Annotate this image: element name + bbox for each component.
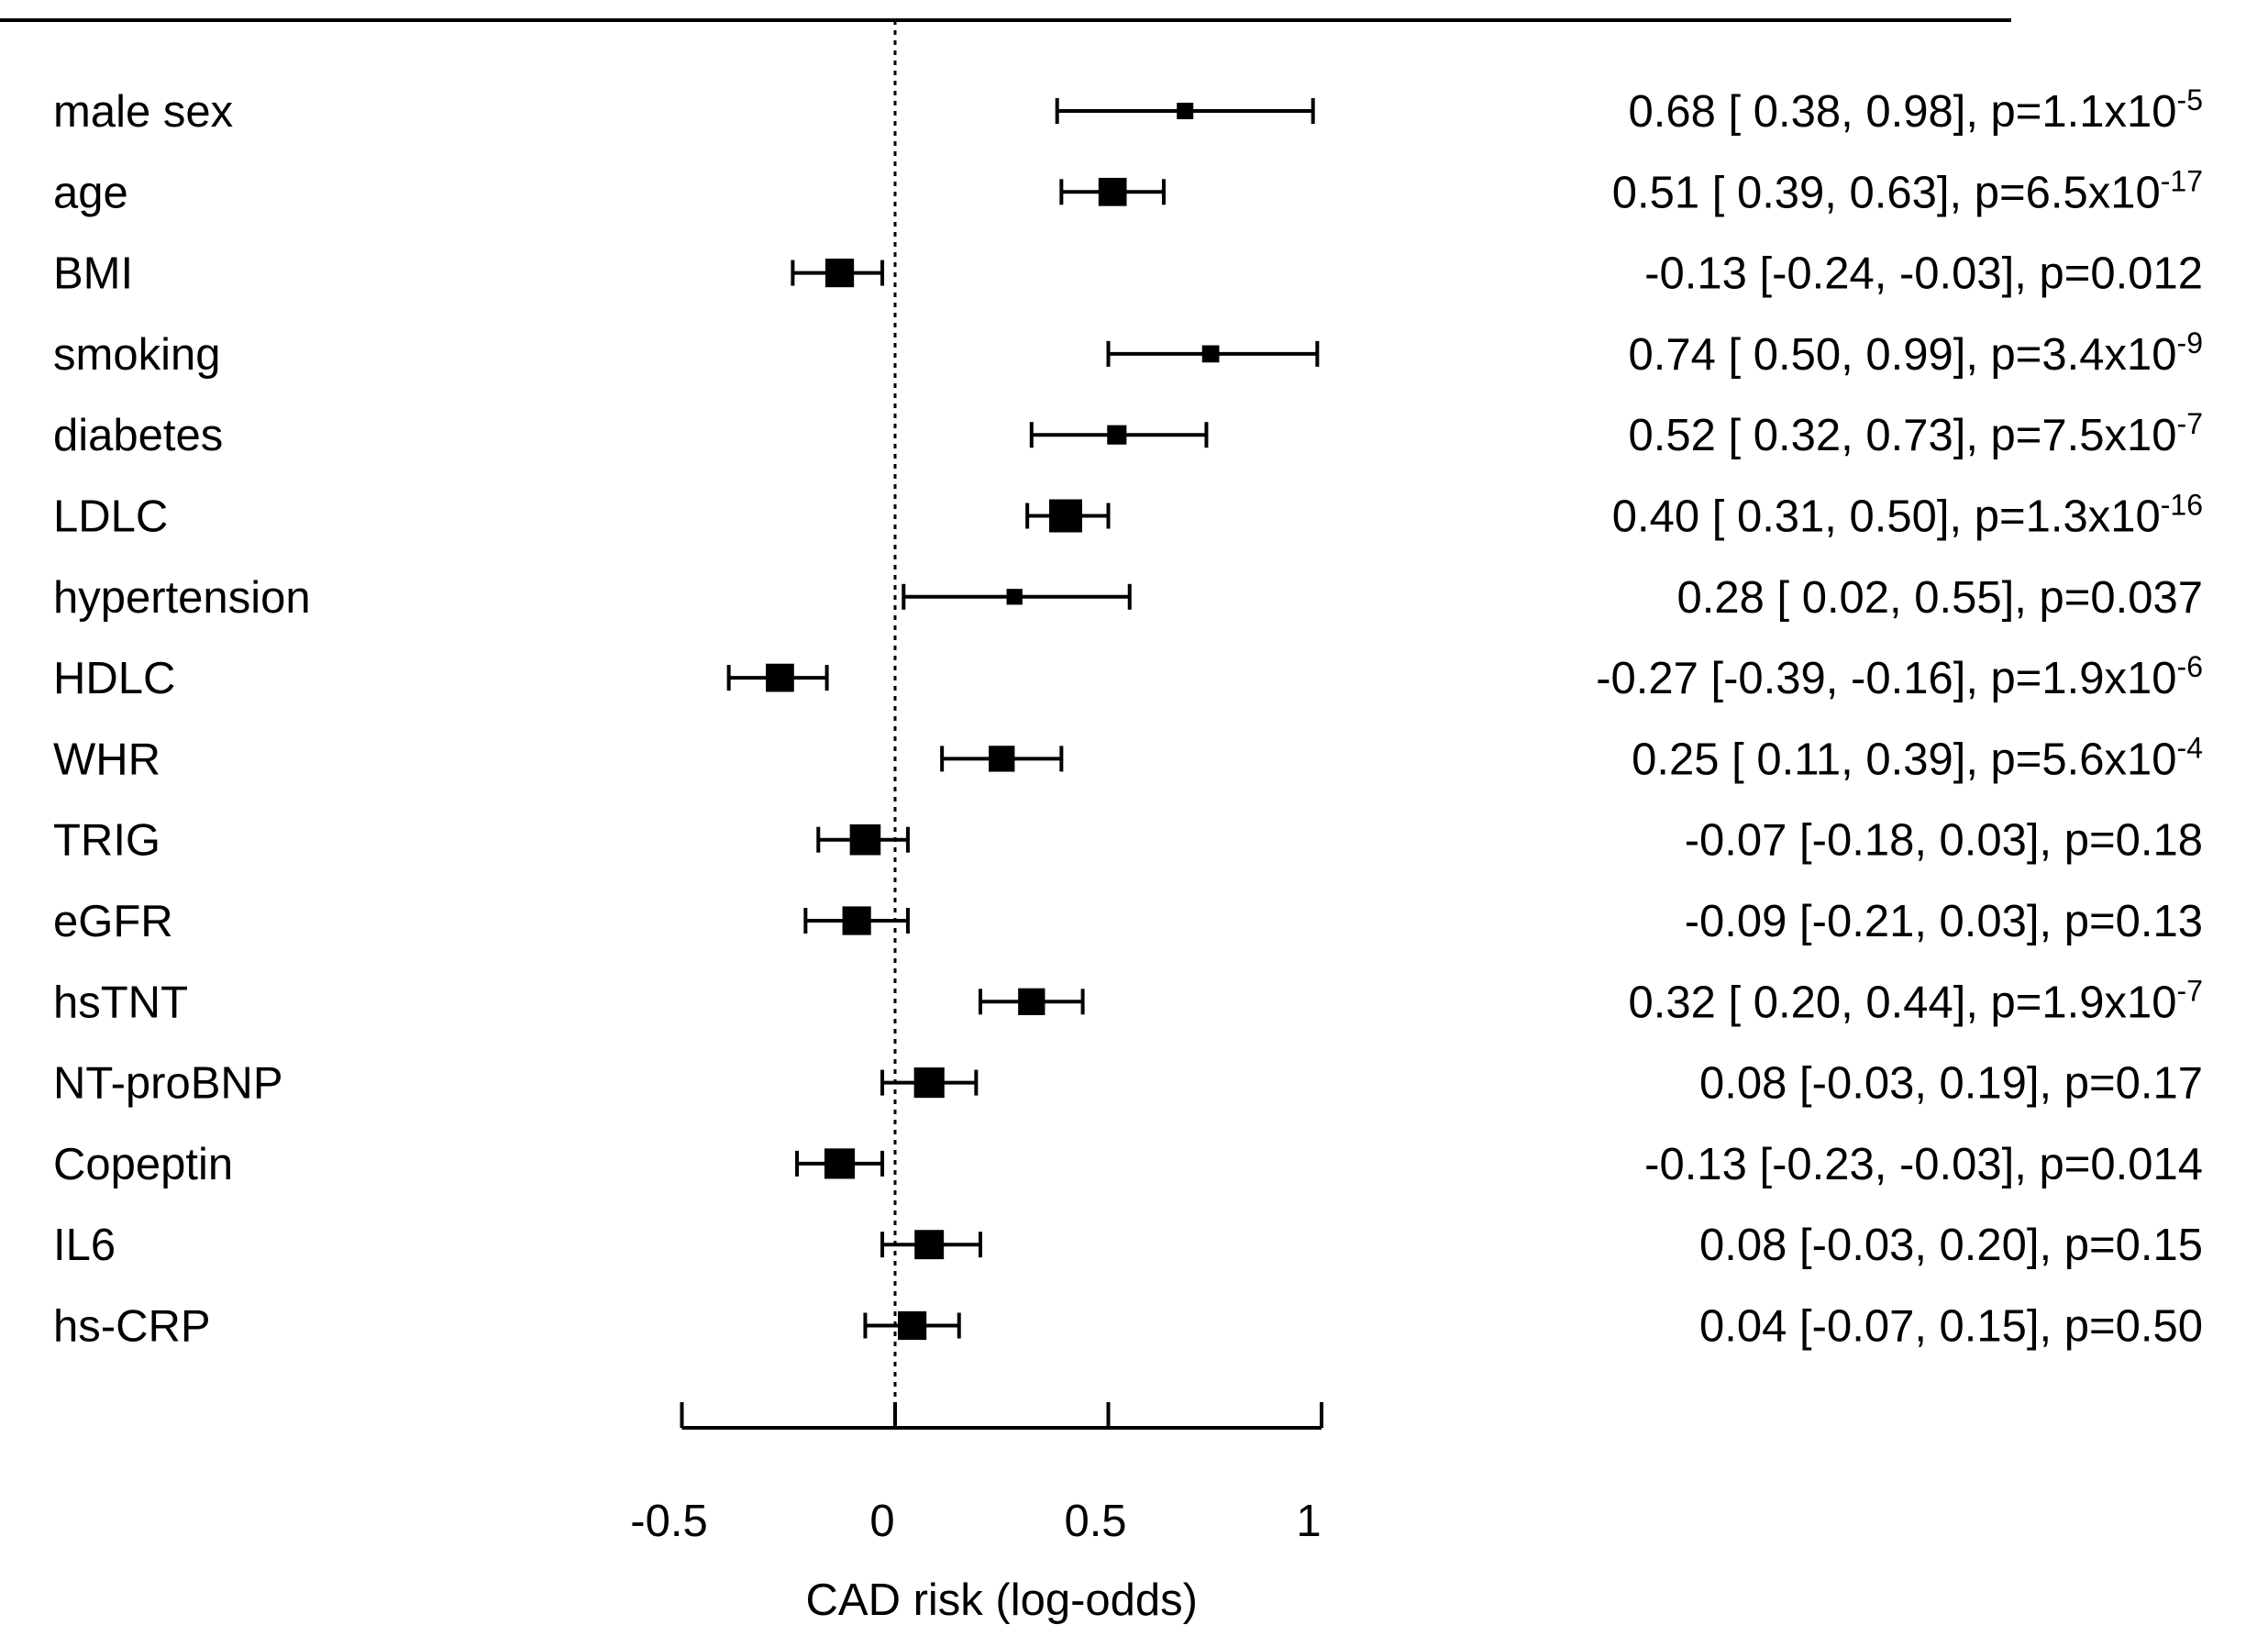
stat-text: 0.25 [ 0.11, 0.39], p=5.6x10 [1632,735,2176,784]
point-estimate-marker [766,663,794,692]
row-label: hs-CRP [53,1302,211,1352]
forest-row: hsTNT 0.32 [ 0.20, 0.44], p=1.9x10-7 [53,974,2203,1027]
p-exponent: -16 [2161,489,2203,522]
point-estimate-marker [1049,499,1082,533]
point-estimate-marker [1098,177,1127,206]
p-exponent: -7 [2177,407,2203,440]
row-statistic: -0.13 [-0.23, -0.03], p=0.014 [1644,1140,2203,1189]
stat-text: 0.08 [-0.03, 0.19], p=0.17 [1699,1059,2203,1109]
row-statistic: 0.74 [ 0.50, 0.99], p=3.4x10-9 [1629,326,2203,380]
point-estimate-marker [914,1230,945,1260]
point-estimate-marker [913,1067,945,1099]
point-estimate-marker [824,259,855,288]
point-estimate-marker [824,1148,856,1179]
forest-row: Copeptin -0.13 [-0.23, -0.03], p=0.014 [53,1140,2203,1189]
row-statistic: 0.51 [ 0.39, 0.63], p=6.5x10-17 [1612,164,2203,217]
x-axis-ticks: -0.5 0 0.5 1 [630,1402,1323,1546]
row-statistic: -0.27 [-0.39, -0.16], p=1.9x10-6 [1596,650,2203,703]
row-label: male sex [53,87,233,137]
row-statistic: -0.09 [-0.21, 0.03], p=0.13 [1685,897,2203,946]
point-estimate-marker [989,746,1015,772]
row-label: eGFR [53,897,173,946]
forest-row: smoking 0.74 [ 0.50, 0.99], p=3.4x10-9 [53,326,2203,380]
row-statistic: 0.52 [ 0.32, 0.73], p=7.5x10-7 [1629,407,2203,460]
row-label: hsTNT [53,978,188,1027]
point-estimate-marker [842,906,871,935]
stat-text: -0.09 [-0.21, 0.03], p=0.13 [1685,897,2203,946]
stat-text: 0.74 [ 0.50, 0.99], p=3.4x10 [1629,330,2177,380]
row-label: TRIG [53,816,160,866]
x-tick-label: -0.5 [630,1497,707,1546]
x-tick-label: 0.5 [1064,1497,1126,1546]
forest-row: eGFR -0.09 [-0.21, 0.03], p=0.13 [53,897,2203,946]
row-label: hypertension [53,573,311,623]
point-estimate-marker [1018,988,1045,1015]
stat-text: 0.52 [ 0.32, 0.73], p=7.5x10 [1629,411,2177,460]
forest-rows: male sex 0.68 [ 0.38, 0.98], p=1.1x10-5 ag… [53,83,2203,1352]
x-axis-title: CAD risk (log-odds) [806,1575,1198,1625]
row-label: NT-proBNP [53,1059,283,1109]
row-label: Copeptin [53,1140,233,1189]
p-exponent: -17 [2161,164,2203,197]
stat-text: 0.32 [ 0.20, 0.44], p=1.9x10 [1629,978,2177,1027]
p-exponent: -7 [2177,974,2203,1007]
row-label: IL6 [53,1221,116,1270]
forest-row: hs-CRP 0.04 [-0.07, 0.15], p=0.50 [53,1302,2203,1352]
row-label: age [53,168,128,217]
p-exponent: -6 [2177,650,2203,683]
point-estimate-marker [1177,103,1194,119]
p-exponent: -9 [2177,326,2203,359]
row-statistic: 0.68 [ 0.38, 0.98], p=1.1x10-5 [1629,83,2203,137]
x-tick-label: 1 [1296,1497,1321,1546]
row-label: WHR [53,735,160,784]
forest-row: male sex 0.68 [ 0.38, 0.98], p=1.1x10-5 [53,83,2203,137]
row-statistic: 0.08 [-0.03, 0.20], p=0.15 [1699,1221,2203,1270]
stat-text: 0.51 [ 0.39, 0.63], p=6.5x10 [1612,168,2161,217]
stat-text: -0.07 [-0.18, 0.03], p=0.18 [1685,816,2203,866]
stat-text: -0.13 [-0.24, -0.03], p=0.012 [1644,249,2203,299]
x-axis: -0.5 0 0.5 1 CAD risk (log-odds) [630,1402,1323,1625]
point-estimate-marker [1006,589,1023,605]
row-label: LDLC [53,492,168,542]
row-statistic: 0.25 [ 0.11, 0.39], p=5.6x10-4 [1632,731,2203,784]
stat-text: 0.08 [-0.03, 0.20], p=0.15 [1699,1221,2203,1270]
point-estimate-marker [1107,425,1127,445]
forest-row: NT-proBNP 0.08 [-0.03, 0.19], p=0.17 [53,1059,2203,1109]
p-exponent: -5 [2177,83,2203,116]
forest-row: diabetes 0.52 [ 0.32, 0.73], p=7.5x10-7 [53,407,2203,460]
point-estimate-marker [898,1310,927,1341]
row-statistic: 0.08 [-0.03, 0.19], p=0.17 [1699,1059,2203,1109]
row-label: diabetes [53,411,223,460]
p-exponent: -4 [2177,731,2203,764]
forest-row: hypertension 0.28 [ 0.02, 0.55], p=0.037 [53,573,2203,623]
row-statistic: -0.07 [-0.18, 0.03], p=0.18 [1685,816,2203,866]
forest-row: HDLC -0.27 [-0.39, -0.16], p=1.9x10-6 [53,650,2203,703]
point-estimate-marker [849,824,881,856]
forest-row: IL6 0.08 [-0.03, 0.20], p=0.15 [53,1221,2203,1270]
stat-text: 0.28 [ 0.02, 0.55], p=0.037 [1676,573,2203,623]
row-statistic: 0.04 [-0.07, 0.15], p=0.50 [1699,1302,2203,1352]
stat-text: -0.13 [-0.23, -0.03], p=0.014 [1644,1140,2203,1189]
row-statistic: 0.40 [ 0.31, 0.50], p=1.3x10-16 [1612,489,2203,542]
stat-text: 0.40 [ 0.31, 0.50], p=1.3x10 [1612,492,2161,542]
stat-text: 0.04 [-0.07, 0.15], p=0.50 [1699,1302,2203,1352]
forest-row: WHR 0.25 [ 0.11, 0.39], p=5.6x10-4 [53,731,2203,784]
forest-row: LDLC 0.40 [ 0.31, 0.50], p=1.3x10-16 [53,489,2203,542]
forest-row: BMI -0.13 [-0.24, -0.03], p=0.012 [53,249,2203,299]
point-estimate-marker [1201,345,1220,363]
forest-row: age 0.51 [ 0.39, 0.63], p=6.5x10-17 [53,164,2203,217]
row-statistic: 0.28 [ 0.02, 0.55], p=0.037 [1676,573,2203,623]
row-statistic: 0.32 [ 0.20, 0.44], p=1.9x10-7 [1629,974,2203,1027]
row-statistic: -0.13 [-0.24, -0.03], p=0.012 [1644,249,2203,299]
row-label: smoking [53,330,220,380]
forest-row: TRIG -0.07 [-0.18, 0.03], p=0.18 [53,816,2203,866]
stat-text: -0.27 [-0.39, -0.16], p=1.9x10 [1596,654,2176,703]
stat-text: 0.68 [ 0.38, 0.98], p=1.1x10 [1629,87,2177,137]
x-tick-label: 0 [869,1497,894,1546]
row-label: BMI [53,249,133,299]
row-label: HDLC [53,654,175,703]
